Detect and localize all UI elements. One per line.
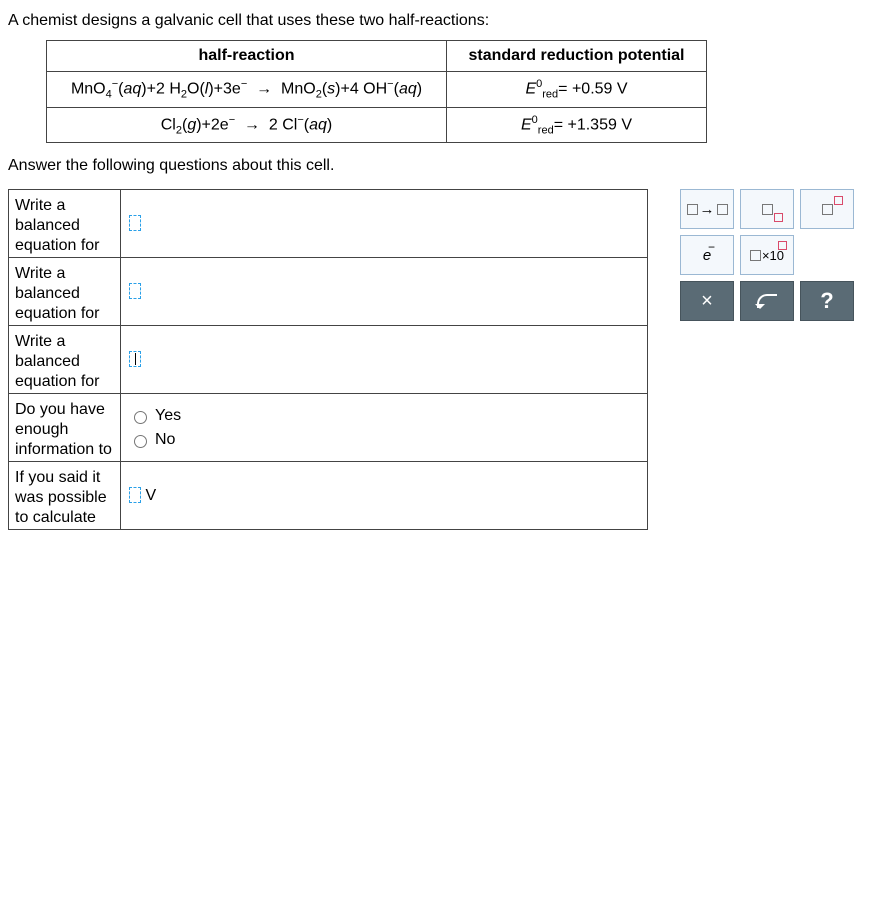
radio-no[interactable] — [134, 435, 147, 448]
tool-clear[interactable]: × — [680, 281, 734, 321]
prompt-1: Write a balanced equation for the half- — [9, 190, 121, 258]
equation-toolpad: → e − ×10 × — [680, 189, 860, 327]
undo-icon — [757, 294, 777, 308]
answer-5[interactable]: V — [121, 462, 648, 530]
input-placeholder-icon — [129, 215, 141, 231]
intro-text: A chemist designs a galvanic cell that u… — [8, 12, 880, 30]
answer-4: Yes No — [121, 394, 648, 462]
prompt-4: Do you have enough information to calcul… — [9, 394, 121, 462]
help-icon: ? — [820, 288, 833, 314]
rx-row-1: MnO4−(aq)+2 H2O(l)+3e− → MnO2(s)+4 OH−(a… — [47, 72, 447, 108]
th-potential: standard reduction potential — [447, 41, 707, 72]
questions-table: Write a balanced equation for the half- … — [8, 189, 648, 530]
close-icon: × — [701, 290, 713, 313]
tool-superscript[interactable] — [800, 189, 854, 229]
answer-1[interactable] — [121, 190, 648, 258]
tool-times-ten[interactable]: ×10 — [740, 235, 794, 275]
half-reaction-table: half-reaction standard reduction potenti… — [46, 40, 707, 143]
pot-row-2: E0red= +1.359 V — [447, 107, 707, 143]
radio-yes[interactable] — [134, 411, 147, 424]
input-placeholder-icon — [129, 487, 141, 503]
rx-row-2: Cl2(g)+2e− → 2 Cl−(aq) — [47, 107, 447, 143]
tool-undo[interactable] — [740, 281, 794, 321]
radio-no-label: No — [155, 431, 175, 449]
tool-subscript[interactable] — [740, 189, 794, 229]
pot-row-1: E0red= +0.59 V — [447, 72, 707, 108]
tool-electron[interactable]: e − — [680, 235, 734, 275]
answer-2[interactable] — [121, 258, 648, 326]
volt-unit: V — [145, 487, 156, 504]
input-placeholder-icon — [129, 283, 141, 299]
tool-yields-arrow[interactable]: → — [680, 189, 734, 229]
prompt-5: If you said it was possible to calculate… — [9, 462, 121, 530]
th-half-reaction: half-reaction — [47, 41, 447, 72]
tool-spacer — [800, 235, 854, 275]
prompt-3: Write a balanced equation for the overal… — [9, 326, 121, 394]
prompt-2: Write a balanced equation for the half- — [9, 258, 121, 326]
tool-help[interactable]: ? — [800, 281, 854, 321]
mid-instruction: Answer the following questions about thi… — [8, 157, 880, 175]
radio-yes-label: Yes — [155, 407, 181, 425]
answer-3[interactable] — [121, 326, 648, 394]
input-placeholder-cursor-icon — [129, 351, 141, 367]
